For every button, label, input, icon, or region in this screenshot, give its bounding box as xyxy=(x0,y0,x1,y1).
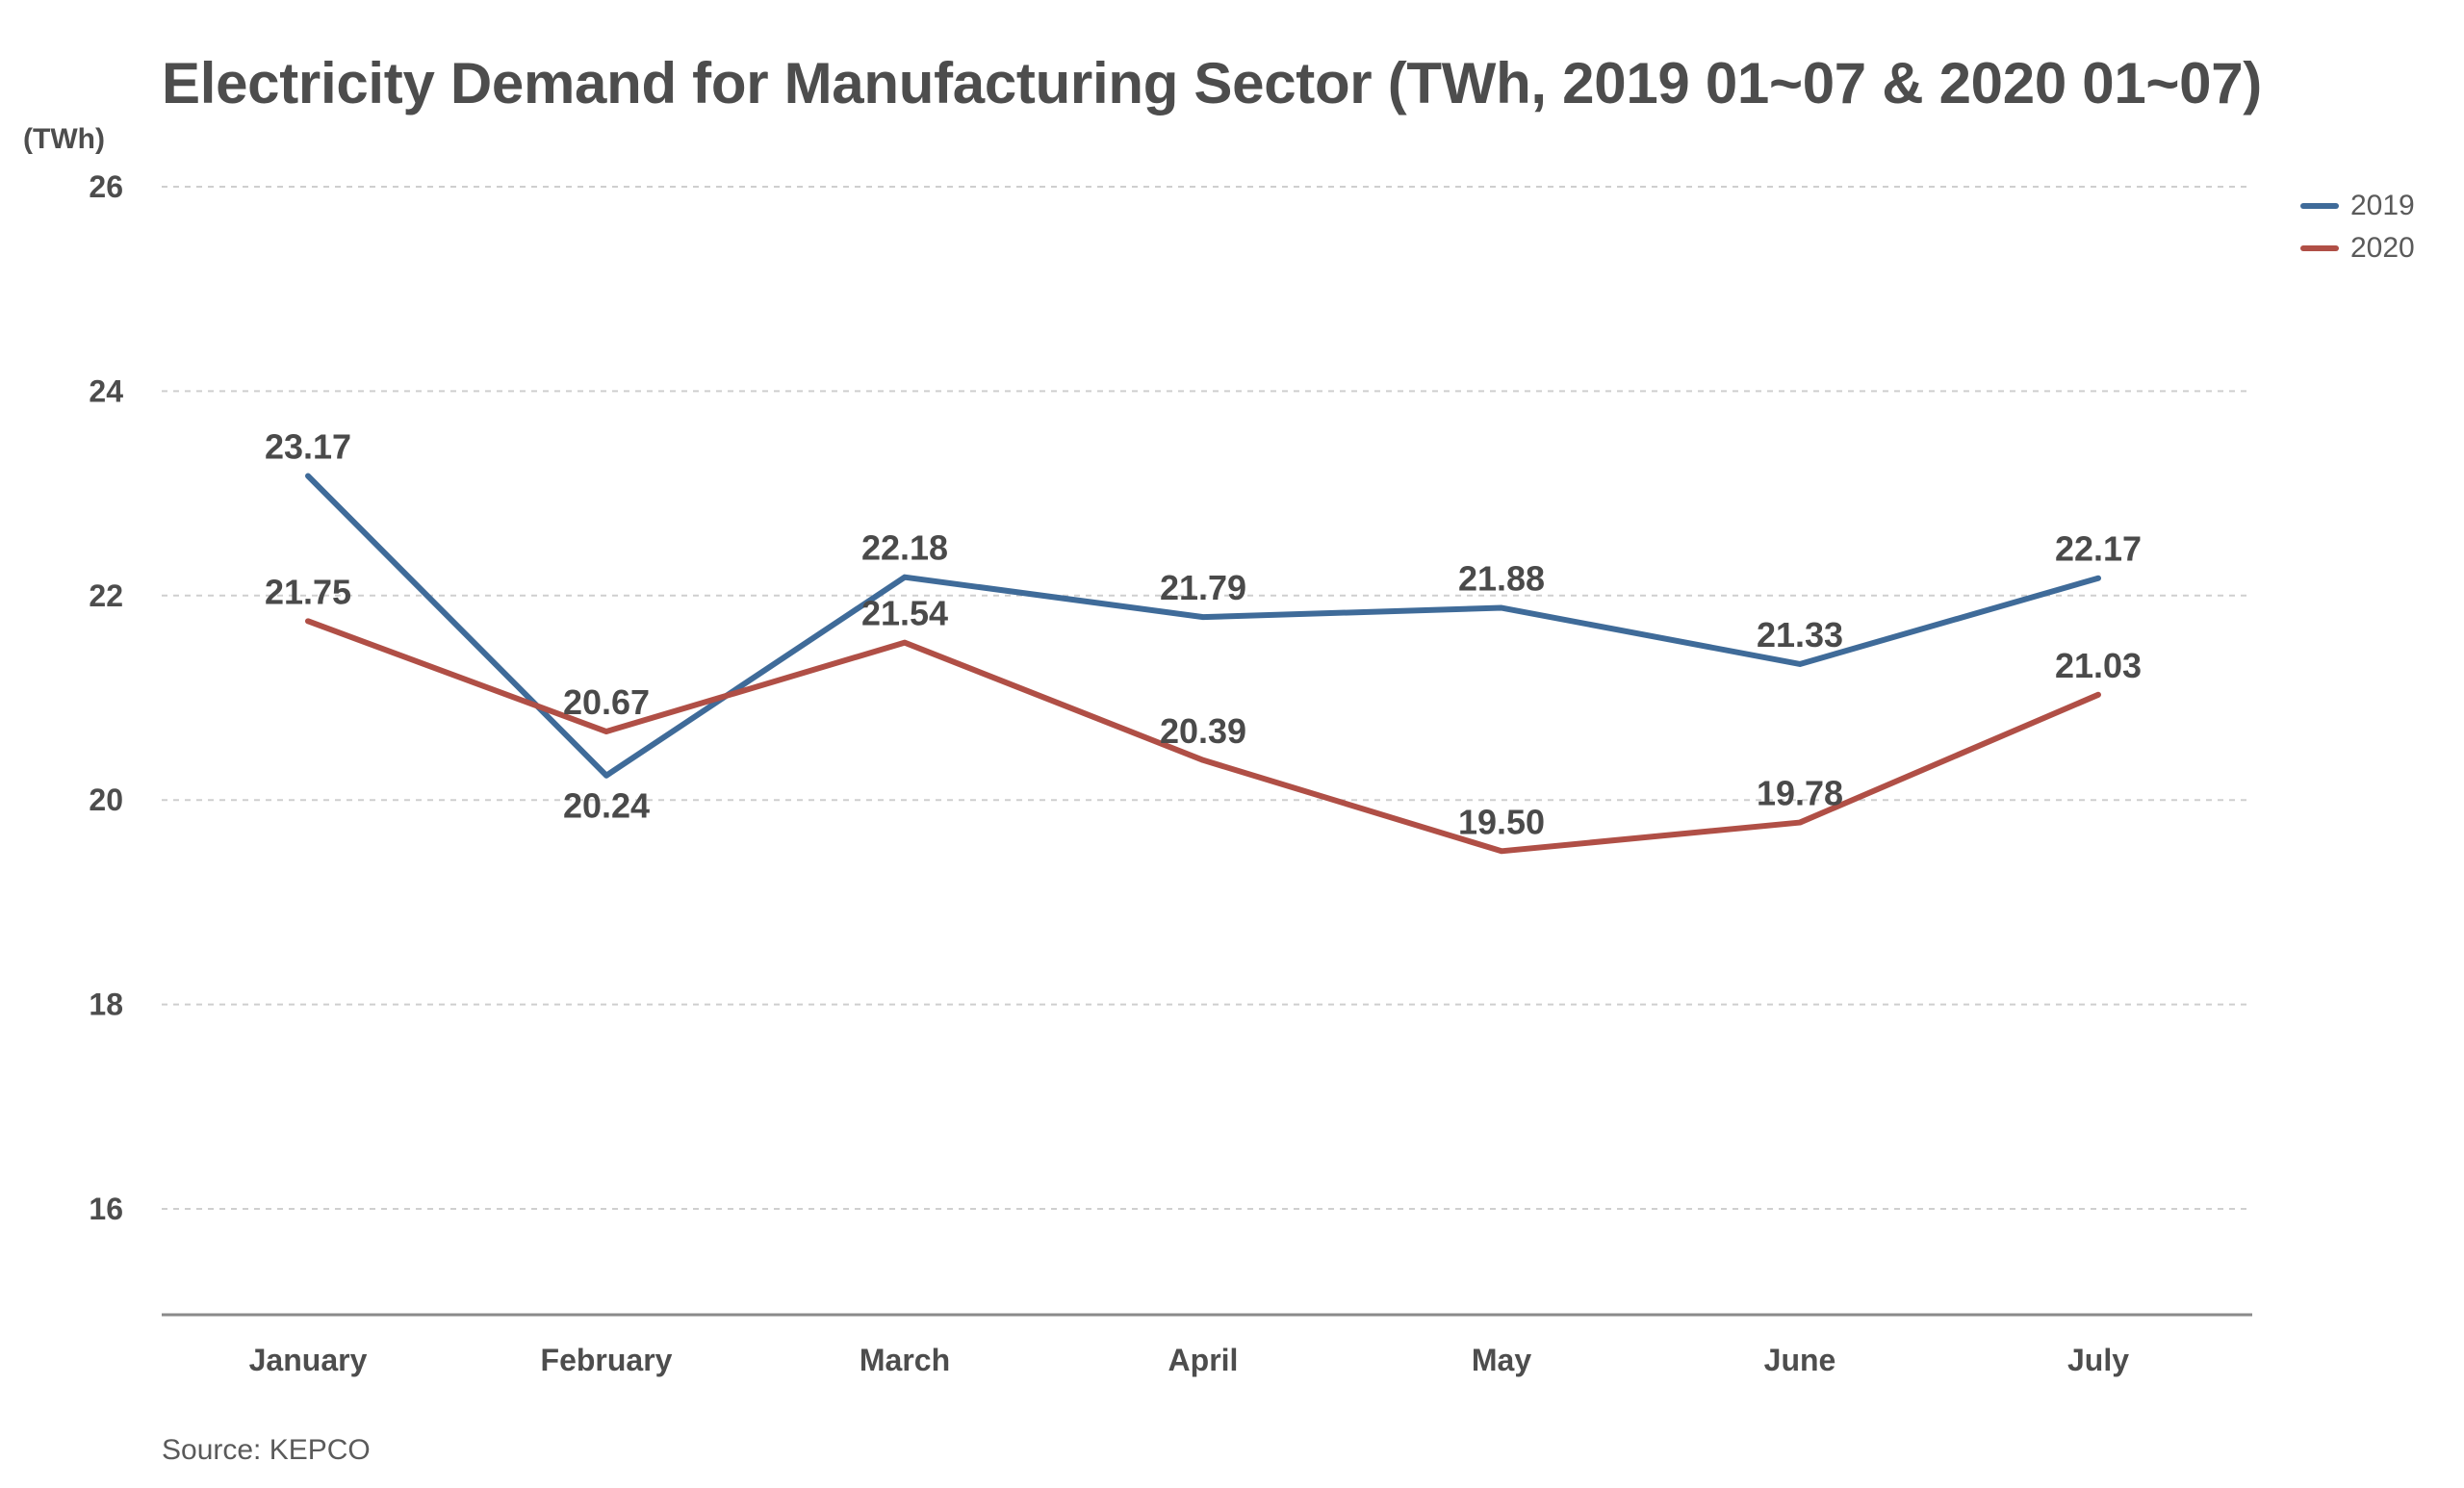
x-tick-label-february: February xyxy=(541,1343,673,1377)
legend-swatch-2019 xyxy=(2300,203,2339,209)
y-tick-label-26: 26 xyxy=(89,169,123,204)
data-label-2019-april: 21.79 xyxy=(1160,568,1246,607)
legend-label-2019: 2019 xyxy=(2350,190,2415,221)
y-tick-label-22: 22 xyxy=(89,578,123,613)
data-label-2019-may: 21.88 xyxy=(1458,559,1545,599)
series-lines xyxy=(305,473,2101,855)
x-tick-label-may: May xyxy=(1472,1343,1531,1377)
legend: 2019 2020 xyxy=(2300,185,2415,269)
x-tick-label-march: March xyxy=(860,1343,950,1377)
data-label-2019-january: 23.17 xyxy=(265,427,351,467)
data-labels: 23.17 20.24 22.18 21.79 21.88 21.33 22.17 21.75… xyxy=(265,427,2142,842)
data-label-2019-march: 22.18 xyxy=(861,528,948,568)
legend-item-2019: 2019 xyxy=(2300,185,2415,227)
chart-title: Electricity Demand for Manufacturing Sec… xyxy=(162,51,2262,115)
x-tick-label-july: July xyxy=(2067,1343,2129,1377)
data-label-2019-february: 20.24 xyxy=(563,786,650,826)
series-line-2020 xyxy=(305,618,2101,855)
legend-item-2020: 2020 xyxy=(2300,227,2415,269)
y-tick-label-24: 24 xyxy=(89,373,123,408)
axes: 16 18 20 22 24 26 January February March April May… xyxy=(89,169,2252,1377)
data-label-2020-july: 21.03 xyxy=(2055,646,2142,685)
y-tick-label-20: 20 xyxy=(89,782,123,817)
y-axis-unit-label: (TWh) xyxy=(23,123,105,155)
x-tick-label-june: June xyxy=(1764,1343,1836,1377)
x-tick-label-april: April xyxy=(1168,1343,1239,1377)
y-tick-label-18: 18 xyxy=(89,988,123,1022)
data-label-2020-may: 19.50 xyxy=(1458,802,1545,841)
data-label-2020-february: 20.67 xyxy=(563,682,650,722)
x-tick-label-january: January xyxy=(249,1343,368,1377)
data-label-2019-june: 21.33 xyxy=(1757,615,1843,654)
legend-swatch-2020 xyxy=(2300,245,2339,251)
y-tick-label-16: 16 xyxy=(89,1192,123,1226)
data-label-2020-april: 20.39 xyxy=(1160,711,1246,751)
data-label-2020-march: 21.54 xyxy=(861,594,948,633)
data-label-2019-july: 22.17 xyxy=(2055,529,2142,569)
series-line-2019 xyxy=(305,473,2101,779)
legend-label-2020: 2020 xyxy=(2350,232,2415,264)
data-label-2020-june: 19.78 xyxy=(1757,774,1843,813)
grid-lines xyxy=(162,186,2252,1210)
source-note: Source: KEPCO xyxy=(162,1434,371,1466)
data-label-2020-january: 21.75 xyxy=(265,572,351,611)
